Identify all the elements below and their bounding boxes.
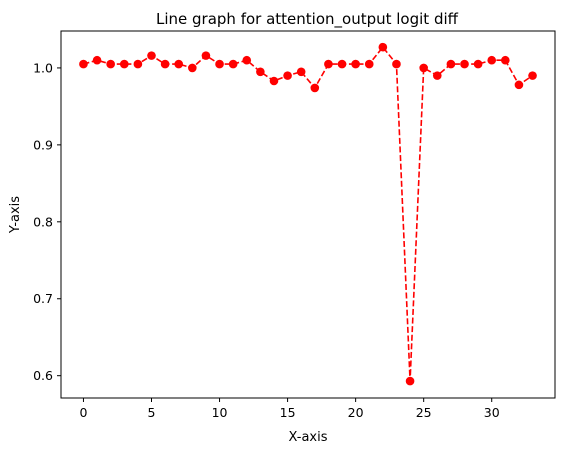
data-point (106, 59, 115, 69)
data-point (119, 59, 129, 69)
data-point (460, 59, 469, 69)
x-tick-label: 10 (212, 405, 228, 420)
data-point (188, 63, 197, 73)
x-tick-label: 15 (280, 405, 296, 420)
data-point (501, 55, 510, 65)
data-point (133, 59, 143, 69)
plot-area (60, 30, 556, 399)
data-point (419, 63, 428, 73)
data-point (215, 59, 224, 69)
data-point (256, 67, 265, 77)
data-point (160, 59, 170, 69)
data-point (174, 59, 184, 69)
y-axis-label: Y-axis (8, 196, 23, 234)
x-axis-ticks: 0 5 10 15 20 25 30 (79, 398, 500, 420)
data-point (283, 71, 292, 80)
x-tick-label: 0 (79, 405, 87, 420)
data-point (242, 55, 252, 65)
data-point (514, 80, 524, 90)
x-axis-label: X-axis (289, 430, 328, 445)
x-tick-label: 30 (484, 405, 500, 420)
data-point (487, 55, 497, 65)
data-point (432, 71, 442, 80)
data-point (364, 59, 374, 69)
data-point (310, 83, 320, 93)
data-point (473, 59, 483, 69)
x-tick-label: 20 (348, 405, 364, 420)
data-point (378, 42, 388, 52)
data-point (92, 55, 102, 65)
x-tick-label: 5 (148, 405, 156, 420)
y-tick-label: 0.7 (33, 291, 53, 306)
chart-title: Line graph for attention_output logit di… (156, 10, 459, 29)
y-axis-ticks: 0.6 0.7 0.8 0.9 1.0 (33, 60, 61, 383)
series-group (79, 42, 537, 386)
data-point (324, 59, 333, 69)
data-point (269, 76, 279, 86)
x-tick-label: 25 (416, 405, 432, 420)
data-point (296, 67, 306, 77)
data-point (337, 59, 347, 69)
y-tick-label: 1.0 (33, 60, 53, 75)
data-point (446, 59, 456, 69)
y-tick-label: 0.9 (33, 137, 53, 152)
data-point (228, 59, 238, 69)
data-point (147, 51, 156, 60)
data-point (405, 376, 415, 386)
y-tick-label: 0.6 (33, 368, 53, 383)
plot-frame (60, 30, 556, 399)
data-point (79, 59, 88, 69)
data-point (351, 59, 360, 69)
data-point (528, 71, 537, 80)
series-line (83, 45, 533, 382)
y-tick-label: 0.8 (33, 214, 53, 229)
data-point (201, 51, 211, 60)
data-point (392, 59, 401, 69)
